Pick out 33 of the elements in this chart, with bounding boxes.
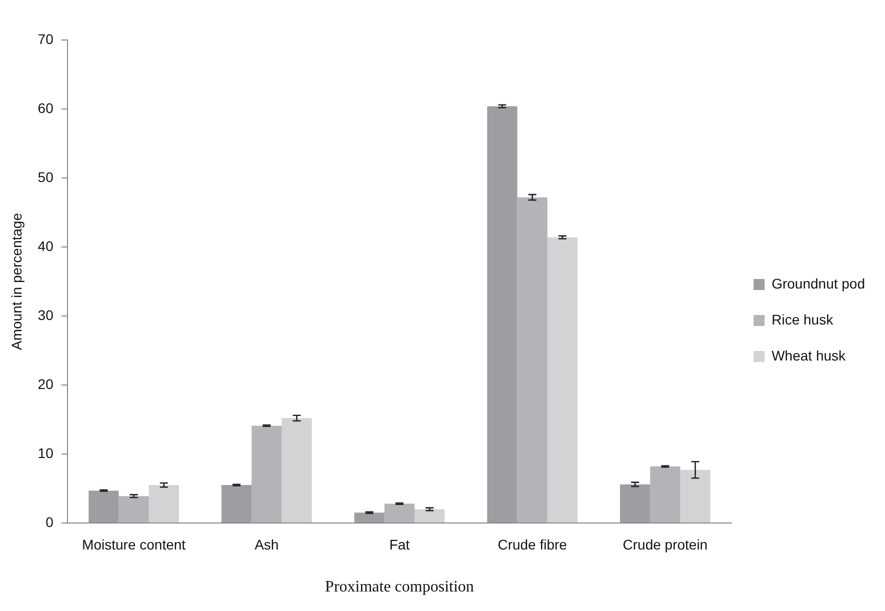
x-tick-label: Crude protein: [622, 536, 708, 552]
bar: [354, 512, 384, 522]
bar: [118, 496, 149, 522]
bar: [148, 485, 179, 522]
legend-label: Groundnut pod: [772, 275, 865, 292]
bar: [88, 490, 119, 522]
bar: [384, 504, 415, 522]
bar: [547, 237, 578, 522]
y-tick-label: 50: [38, 168, 54, 185]
y-tick-label: 30: [38, 306, 54, 323]
y-tick-label: 40: [38, 238, 54, 254]
bar: [487, 106, 518, 522]
bar: [414, 509, 445, 522]
x-axis-title: Proximate composition: [325, 578, 474, 596]
bar: [650, 466, 680, 522]
bar: [517, 197, 548, 522]
bar: [282, 418, 312, 522]
legend-label: Rice husk: [772, 311, 834, 328]
x-tick-label: Ash: [254, 536, 279, 552]
y-tick-label: 10: [38, 444, 54, 461]
bar: [680, 470, 710, 522]
bar: [252, 426, 282, 522]
y-tick-label: 70: [38, 30, 54, 47]
y-tick-label: 0: [46, 514, 54, 530]
legend-label: Wheat husk: [772, 347, 847, 364]
x-tick-label: Crude fibre: [498, 536, 568, 552]
bar: [620, 484, 650, 522]
x-tick-label: Moisture content: [82, 536, 186, 552]
y-tick-label: 60: [38, 100, 54, 116]
bar: [221, 485, 252, 522]
y-tick-label: 20: [38, 376, 54, 392]
y-axis-title: Amount in percentage: [8, 212, 24, 350]
x-tick-label: Fat: [389, 536, 410, 552]
